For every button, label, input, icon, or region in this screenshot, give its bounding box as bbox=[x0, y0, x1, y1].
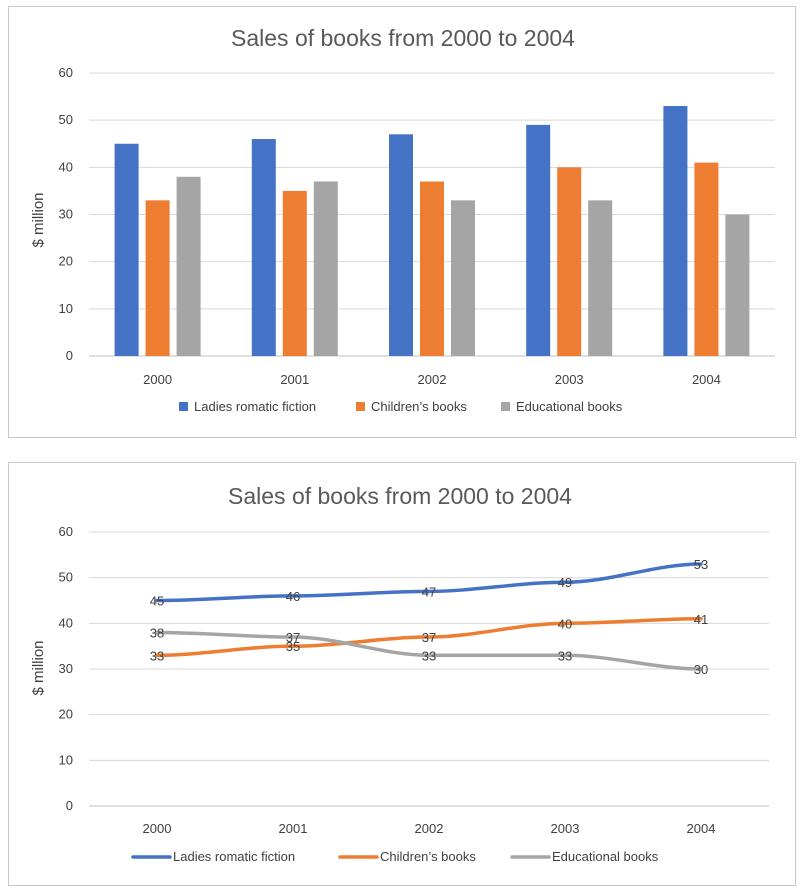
bar-chart-y-tick-label: 10 bbox=[59, 301, 73, 316]
bar-children-s-books-2001 bbox=[282, 190, 307, 356]
line-data-label-educational-books-2002: 33 bbox=[422, 648, 436, 663]
bar-educational-books-2002 bbox=[451, 200, 475, 356]
line-chart-y-tick-label: 10 bbox=[59, 752, 73, 767]
bar-educational-books-2000 bbox=[176, 176, 201, 356]
line-chart-x-tick-label: 2000 bbox=[143, 821, 172, 836]
bar-chart-x-tick-label: 2000 bbox=[143, 372, 172, 387]
line-chart-y-tick-label: 50 bbox=[59, 570, 73, 585]
line-data-label-ladies-romatic-fiction-2002: 47 bbox=[422, 584, 436, 599]
line-chart-y-tick-label: 40 bbox=[59, 615, 73, 630]
line-series-educational-books bbox=[155, 630, 703, 671]
line-chart-y-tick-label: 20 bbox=[59, 707, 73, 722]
bar-legend-label-ladies-romatic-fiction: Ladies romatic fiction bbox=[194, 399, 316, 414]
bar-chart-y-tick-label: 40 bbox=[59, 159, 73, 174]
line-chart-y-axis-label: $ million bbox=[30, 640, 47, 695]
bar-chart-y-tick-label: 0 bbox=[66, 348, 73, 363]
line-chart: Sales of books from 2000 to 2004 $ milli… bbox=[30, 483, 769, 864]
bar-chart-x-tick-label: 2004 bbox=[692, 372, 721, 387]
line-data-label-children-s-books-2002: 37 bbox=[422, 630, 436, 645]
line-chart-title: Sales of books from 2000 to 2004 bbox=[228, 483, 572, 509]
bar-chart-y-axis-label: $ million bbox=[30, 192, 47, 247]
bar-legend-label-educational-books: Educational books bbox=[516, 399, 623, 414]
bar-chart-y-tick-label: 30 bbox=[59, 207, 73, 222]
bar-children-s-books-2004 bbox=[694, 162, 719, 356]
bar-chart-x-tick-label: 2001 bbox=[280, 372, 309, 387]
bar-chart-y-tick-label: 20 bbox=[59, 254, 73, 269]
bar-ladies-romatic-fiction-2001 bbox=[251, 139, 276, 356]
bar-chart-y-tick-label: 50 bbox=[59, 112, 73, 127]
line-data-label-children-s-books-2003: 40 bbox=[558, 616, 572, 631]
line-data-label-ladies-romatic-fiction-2000: 45 bbox=[150, 594, 164, 609]
line-chart-x-tick-label: 2002 bbox=[415, 821, 444, 836]
bar-educational-books-2004 bbox=[725, 214, 750, 356]
line-data-label-children-s-books-2001: 35 bbox=[286, 639, 300, 654]
line-data-label-ladies-romatic-fiction-2001: 46 bbox=[286, 589, 300, 604]
bar-chart: Sales of books from 2000 to 2004 $ milli… bbox=[30, 25, 775, 414]
line-chart-x-tick-label: 2003 bbox=[551, 821, 580, 836]
line-series-ladies-romatic-fiction bbox=[155, 562, 703, 603]
line-chart-y-tick-label: 60 bbox=[59, 524, 73, 539]
bar-chart-x-tick-label: 2003 bbox=[555, 372, 584, 387]
line-data-label-educational-books-2003: 33 bbox=[558, 648, 572, 663]
bar-educational-books-2003 bbox=[588, 200, 613, 356]
line-chart-x-tick-label: 2004 bbox=[687, 821, 716, 836]
line-data-label-educational-books-2004: 30 bbox=[694, 662, 708, 677]
line-legend-label-ladies-romatic-fiction: Ladies romatic fiction bbox=[173, 849, 295, 864]
line-legend-label-children-s-books: Children’s books bbox=[380, 849, 476, 864]
bar-chart-title: Sales of books from 2000 to 2004 bbox=[231, 25, 575, 51]
bar-children-s-books-2003 bbox=[557, 167, 582, 356]
bar-legend-swatch-ladies-romatic-fiction bbox=[179, 402, 188, 411]
bar-ladies-romatic-fiction-2004 bbox=[663, 106, 688, 357]
line-chart-y-tick-label: 0 bbox=[66, 798, 73, 813]
bar-children-s-books-2002 bbox=[420, 181, 444, 356]
line-data-label-ladies-romatic-fiction-2004: 53 bbox=[694, 557, 708, 572]
line-data-label-children-s-books-2004: 41 bbox=[694, 612, 708, 627]
bar-children-s-books-2000 bbox=[145, 200, 170, 356]
bar-ladies-romatic-fiction-2003 bbox=[526, 124, 551, 356]
bar-legend-swatch-children-s-books bbox=[356, 402, 365, 411]
line-legend-label-educational-books: Educational books bbox=[552, 849, 659, 864]
line-data-label-educational-books-2000: 38 bbox=[150, 625, 164, 640]
line-data-label-ladies-romatic-fiction-2003: 49 bbox=[558, 575, 572, 590]
bar-ladies-romatic-fiction-2002 bbox=[389, 134, 413, 356]
bar-chart-x-tick-label: 2002 bbox=[418, 372, 447, 387]
line-chart-panel: Sales of books from 2000 to 2004 $ milli… bbox=[8, 462, 796, 886]
bar-chart-y-tick-label: 60 bbox=[59, 65, 73, 80]
line-chart-y-tick-label: 30 bbox=[59, 661, 73, 676]
bar-ladies-romatic-fiction-2000 bbox=[114, 143, 139, 356]
bar-educational-books-2001 bbox=[313, 181, 338, 356]
line-chart-x-tick-label: 2001 bbox=[279, 821, 308, 836]
bar-legend-label-children-s-books: Children’s books bbox=[371, 399, 467, 414]
line-series-children-s-books bbox=[155, 617, 703, 658]
bar-chart-panel: Sales of books from 2000 to 2004 $ milli… bbox=[8, 6, 796, 438]
bar-legend-swatch-educational-books bbox=[501, 402, 510, 411]
line-data-label-educational-books-2001: 37 bbox=[286, 630, 300, 645]
line-data-label-children-s-books-2000: 33 bbox=[150, 648, 164, 663]
